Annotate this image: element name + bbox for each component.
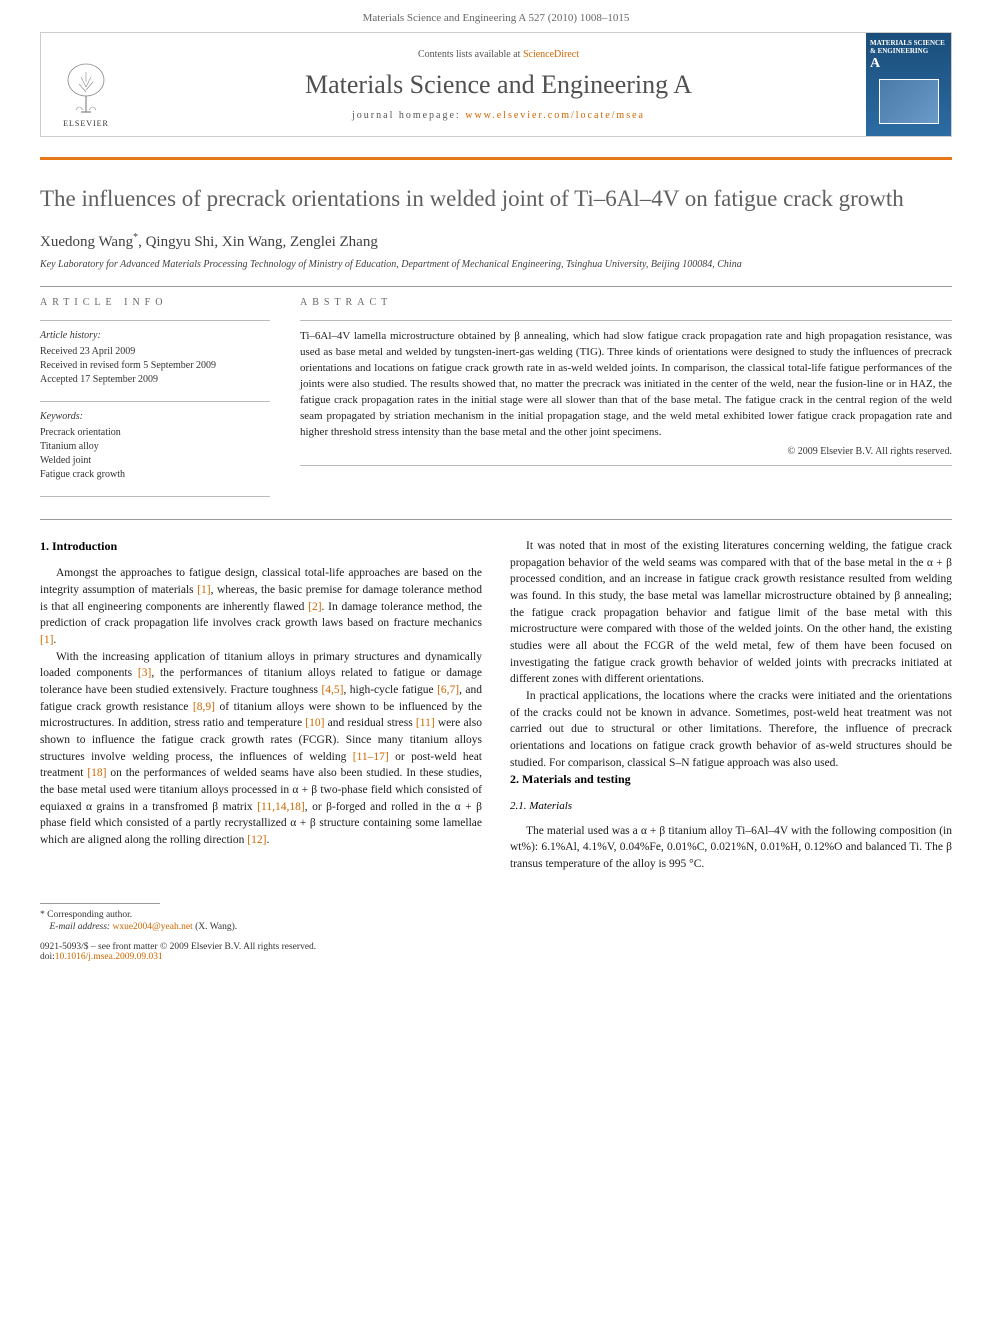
keyword: Titanium alloy — [40, 440, 270, 454]
section-heading: 2. Materials and testing — [510, 771, 952, 788]
journal-homepage: journal homepage: www.elsevier.com/locat… — [352, 110, 645, 121]
paragraph: Amongst the approaches to fatigue design… — [40, 565, 482, 648]
footnote-separator — [40, 903, 160, 904]
author-list: Xuedong Wang*, Qingyu Shi, Xin Wang, Zen… — [40, 232, 952, 251]
copyright-line: © 2009 Elsevier B.V. All rights reserved… — [300, 446, 952, 457]
doi-link[interactable]: 10.1016/j.msea.2009.09.031 — [55, 952, 163, 962]
contents-prefix: Contents lists available at — [418, 49, 523, 60]
keyword: Precrack orientation — [40, 426, 270, 440]
ref-link[interactable]: [8,9] — [193, 701, 215, 713]
publisher-logo-area: ELSEVIER — [41, 33, 131, 136]
page-footer: 0921-5093/$ – see front matter © 2009 El… — [40, 942, 952, 962]
abstract-text: Ti–6Al–4V lamella microstructure obtaine… — [300, 329, 952, 441]
issn-line: 0921-5093/$ – see front matter © 2009 El… — [40, 942, 316, 952]
abstract-divider — [300, 465, 952, 466]
ref-link[interactable]: [4,5] — [321, 684, 343, 696]
paragraph: In practical applications, the locations… — [510, 688, 952, 771]
body-columns: 1. Introduction Amongst the approaches t… — [40, 538, 952, 873]
running-header: Materials Science and Engineering A 527 … — [0, 0, 992, 32]
paragraph: The material used was a α + β titanium a… — [510, 823, 952, 873]
subsection-heading: 2.1. Materials — [510, 799, 952, 815]
ref-link[interactable]: [12] — [247, 834, 266, 846]
journal-cover: MATERIALS SCIENCE & ENGINEERING A — [866, 33, 951, 136]
accepted-date: Accepted 17 September 2009 — [40, 373, 270, 387]
corr-marker: * — [133, 232, 138, 243]
info-divider — [40, 320, 270, 321]
journal-banner: ELSEVIER Contents lists available at Sci… — [40, 32, 952, 137]
ref-link[interactable]: [11] — [416, 717, 435, 729]
ref-link[interactable]: [1] — [40, 634, 53, 646]
ref-link[interactable]: [18] — [87, 767, 106, 779]
doi-line: doi:10.1016/j.msea.2009.09.031 — [40, 952, 316, 962]
email-suffix: (X. Wang). — [193, 922, 237, 932]
divider — [40, 519, 952, 520]
footer-left: 0921-5093/$ – see front matter © 2009 El… — [40, 942, 316, 962]
author: Xin Wang — [222, 234, 283, 250]
keywords-block: Keywords: Precrack orientation Titanium … — [40, 410, 270, 482]
paragraph: It was noted that in most of the existin… — [510, 538, 952, 688]
ref-link[interactable]: [11,14,18] — [257, 801, 304, 813]
ref-link[interactable]: [6,7] — [437, 684, 459, 696]
left-column: 1. Introduction Amongst the approaches t… — [40, 538, 482, 873]
article-info-column: ARTICLE INFO Article history: Received 2… — [40, 297, 270, 505]
article-title: The influences of precrack orientations … — [40, 184, 952, 214]
ref-link[interactable]: [11–17] — [353, 751, 389, 763]
cover-image — [879, 79, 939, 124]
ref-link[interactable]: [10] — [305, 717, 324, 729]
author: Qingyu Shi — [146, 234, 215, 250]
right-column: It was noted that in most of the existin… — [510, 538, 952, 873]
email-link[interactable]: wxue2004@yeah.net — [112, 922, 192, 932]
homepage-prefix: journal homepage: — [352, 110, 465, 121]
paragraph: With the increasing application of titan… — [40, 649, 482, 849]
revised-date: Received in revised form 5 September 200… — [40, 359, 270, 373]
homepage-link[interactable]: www.elsevier.com/locate/msea — [465, 110, 645, 121]
email-line: E-mail address: wxue2004@yeah.net (X. Wa… — [40, 922, 952, 932]
info-abstract-row: ARTICLE INFO Article history: Received 2… — [40, 297, 952, 505]
journal-title: Materials Science and Engineering A — [305, 70, 692, 100]
author: Zenglei Zhang — [290, 234, 378, 250]
keyword: Welded joint — [40, 454, 270, 468]
author: Xuedong Wang — [40, 234, 133, 250]
elsevier-logo: ELSEVIER — [51, 43, 121, 128]
article-history: Article history: Received 23 April 2009 … — [40, 329, 270, 387]
ref-link[interactable]: [3] — [138, 667, 151, 679]
info-divider — [40, 401, 270, 402]
abstract-divider — [300, 320, 952, 321]
abstract-column: ABSTRACT Ti–6Al–4V lamella microstructur… — [300, 297, 952, 505]
affiliation: Key Laboratory for Advanced Materials Pr… — [40, 259, 952, 270]
sciencedirect-link[interactable]: ScienceDirect — [523, 49, 579, 60]
contents-available: Contents lists available at ScienceDirec… — [418, 49, 579, 60]
article-info-label: ARTICLE INFO — [40, 297, 270, 308]
abstract-label: ABSTRACT — [300, 297, 952, 308]
section-heading: 1. Introduction — [40, 538, 482, 555]
keywords-label: Keywords: — [40, 410, 270, 424]
ref-link[interactable]: [1] — [197, 584, 210, 596]
corresponding-author: * Corresponding author. — [40, 910, 952, 920]
email-label: E-mail address: — [50, 922, 113, 932]
elsevier-tree-icon — [61, 62, 111, 117]
accent-bar — [40, 157, 952, 160]
ref-link[interactable]: [2] — [308, 601, 321, 613]
banner-center: Contents lists available at ScienceDirec… — [131, 33, 866, 136]
publisher-name: ELSEVIER — [63, 119, 109, 128]
received-date: Received 23 April 2009 — [40, 345, 270, 359]
keyword: Fatigue crack growth — [40, 468, 270, 482]
divider — [40, 286, 952, 287]
info-divider — [40, 496, 270, 497]
history-label: Article history: — [40, 329, 270, 343]
cover-title: MATERIALS SCIENCE & ENGINEERING A — [870, 39, 947, 73]
